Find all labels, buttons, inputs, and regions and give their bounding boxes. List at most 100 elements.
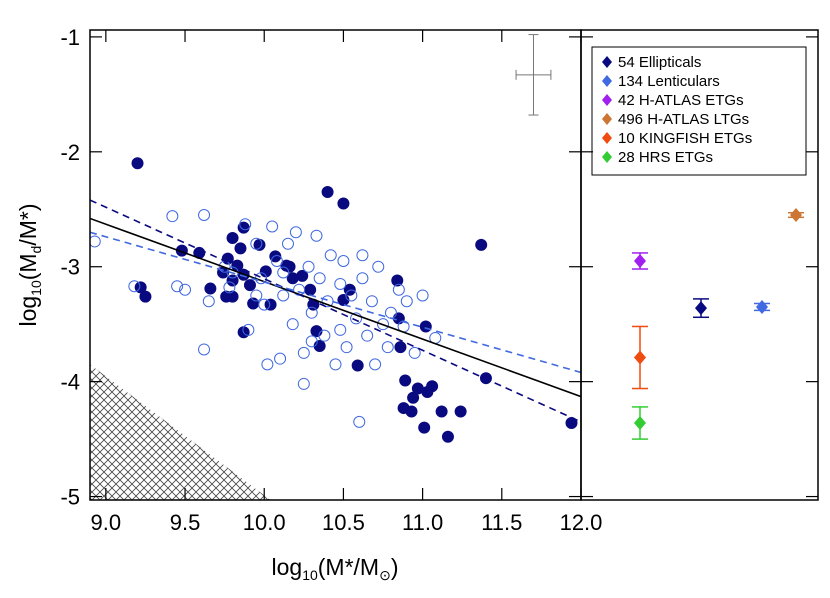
data-point [400,295,413,308]
data-point [277,266,290,279]
data-point [264,298,277,311]
plot-area [90,157,581,500]
y-tick-label: -3 [60,255,80,280]
data-point [345,289,358,302]
data-point [337,197,350,210]
data-point [399,374,412,387]
legend-label: 54 Ellipticals [618,54,701,71]
x-tick-label: 10.0 [243,510,286,535]
data-point [350,312,363,325]
data-point [281,237,294,250]
data-point [313,272,326,285]
data-point [416,289,429,302]
data-point [261,358,274,371]
axis-label-part: ⊙ [379,567,391,583]
fit-line [90,217,581,398]
axis-label-part: 10 [302,567,318,583]
data-point [337,294,350,307]
legend-marker [602,94,612,106]
data-point [296,269,309,282]
data-point [179,283,192,296]
axis-label-part: (M [15,253,41,280]
legend-label: 10 KINGFISH ETGs [618,130,752,147]
data-point [310,325,323,338]
data-point [198,343,211,356]
data-point [353,415,366,428]
data-point [266,220,279,233]
x-tick-label: 11.5 [481,510,522,535]
y-tick-label: -4 [60,370,80,395]
legend-marker [602,151,612,163]
data-point [302,260,315,273]
y-axis-label: log10(Md/M*) [15,203,44,326]
data-point [377,318,390,331]
data-point [226,290,239,303]
mean-marker [790,208,802,223]
data-point [90,235,101,248]
data-point [329,358,342,371]
data-point [435,405,448,418]
legend-label: 496 H-ATLAS LTGs [618,111,749,128]
legend-label: 28 HRS ETGs [618,149,713,166]
axis-label-part: (M*/M [318,554,379,580]
data-point [419,320,432,333]
data-point [269,250,282,263]
data-point [305,306,318,319]
axis-label-part: 10 [28,280,44,296]
data-point [384,306,397,319]
x-tick-label: 11.0 [402,510,443,535]
data-point [277,289,290,302]
mean-marker [634,350,646,365]
axis-label-part: d [28,246,44,254]
hatched-region [90,364,271,500]
x-axis-label: log10(M*/M⊙) [271,554,398,583]
data-point [204,282,217,295]
mean-marker [634,416,646,431]
data-point [321,186,334,199]
data-point [297,346,310,359]
data-point [289,226,302,239]
data-point [250,289,263,302]
data-point [394,341,407,354]
data-point [381,341,394,354]
data-point [250,237,263,250]
mean-marker [695,301,707,316]
data-point [408,346,421,359]
data-point [198,209,211,222]
data-point [475,238,488,251]
legend-marker [602,56,612,68]
data-point [334,277,347,290]
y-tick-label: -2 [60,140,80,165]
data-point [454,405,467,418]
data-point [340,341,353,354]
data-point [334,323,347,336]
data-point [274,352,287,365]
data-point [391,274,404,287]
data-point [441,430,454,443]
legend-label: 42 H-ATLAS ETGs [618,92,744,109]
data-point [239,218,252,231]
axis-label-part: ) [391,554,399,580]
data-point [369,358,382,371]
fit-line [90,199,581,423]
x-tick-label: 12.0 [560,510,603,535]
legend-marker [602,113,612,125]
data-point [259,265,272,278]
data-point [305,335,318,348]
data-point [351,359,364,372]
data-point [392,283,405,296]
x-tick-label: 9.5 [170,510,201,535]
legend-box [591,46,807,176]
data-point [356,272,369,285]
data-point [405,405,418,418]
data-point [139,290,152,303]
x-tick-label: 9.0 [91,510,122,535]
data-point [407,391,420,404]
data-point [318,329,331,342]
data-point [356,249,369,262]
data-point [361,329,374,342]
y-tick-label: -5 [60,485,80,510]
data-point [166,210,179,223]
data-point [131,157,144,170]
